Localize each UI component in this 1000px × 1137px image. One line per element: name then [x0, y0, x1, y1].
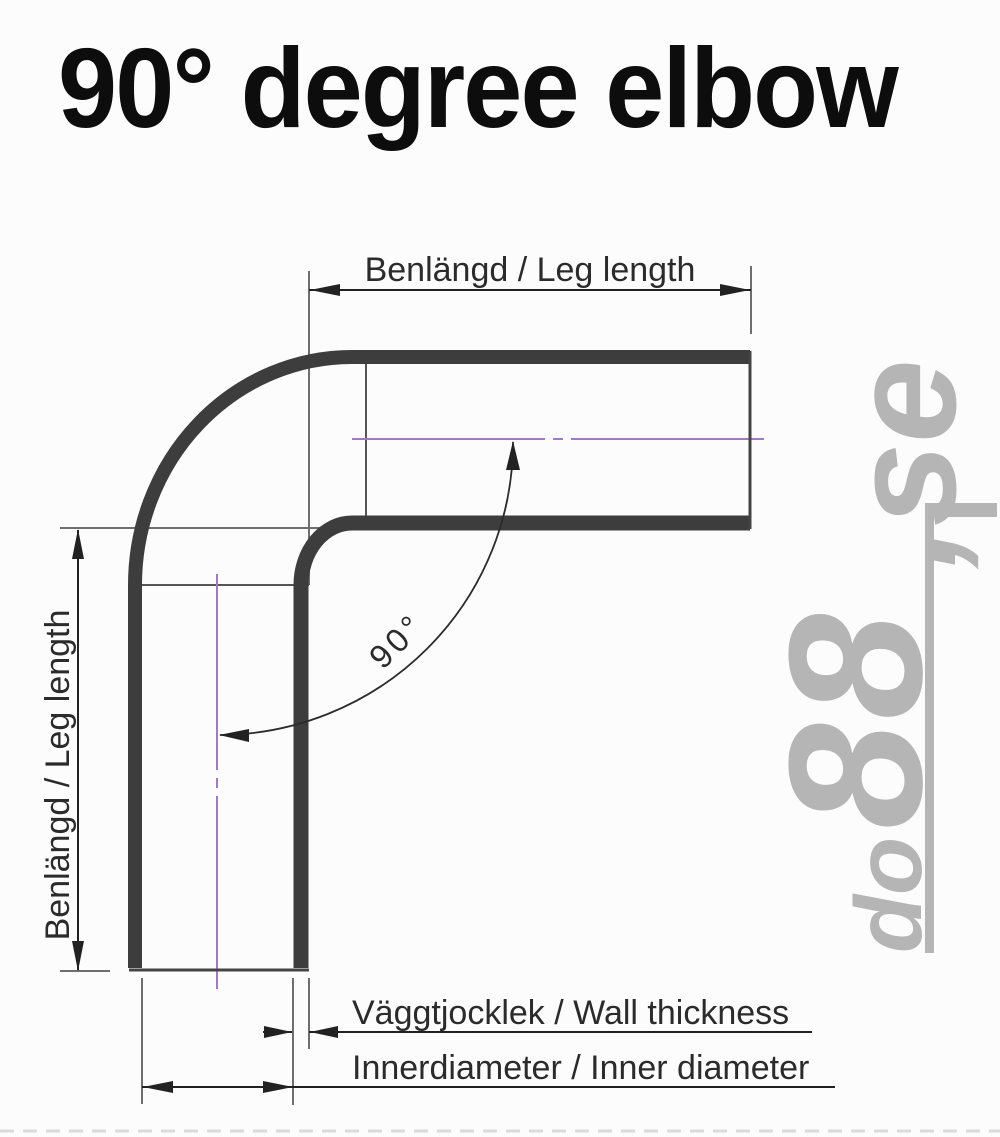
dimension-lines: [72, 284, 835, 1093]
centerlines: [216, 438, 764, 989]
arrowhead-left-dim-bottom: [72, 941, 84, 971]
arrowhead-inner-diameter-left: [143, 1081, 173, 1093]
arrowhead-angle-top: [506, 441, 520, 470]
arrowhead-wall-thickness-right: [310, 1026, 338, 1038]
arrowhead-left-dim-top: [72, 529, 84, 559]
arrowhead-inner-diameter-right: [263, 1081, 293, 1093]
arrowhead-top-dim-right: [720, 284, 750, 296]
pipe-inner-wall: [293, 515, 750, 968]
extension-lines: [60, 266, 752, 1105]
angle-arc: [219, 441, 514, 736]
pipe: [128, 350, 750, 968]
pipe-outer-wall: [128, 350, 750, 968]
arrowhead-top-dim-left: [310, 284, 340, 296]
angle-arc-group: [219, 441, 520, 742]
arrowhead-wall-thickness-left: [264, 1026, 292, 1038]
arrowhead-angle-left: [219, 729, 249, 742]
